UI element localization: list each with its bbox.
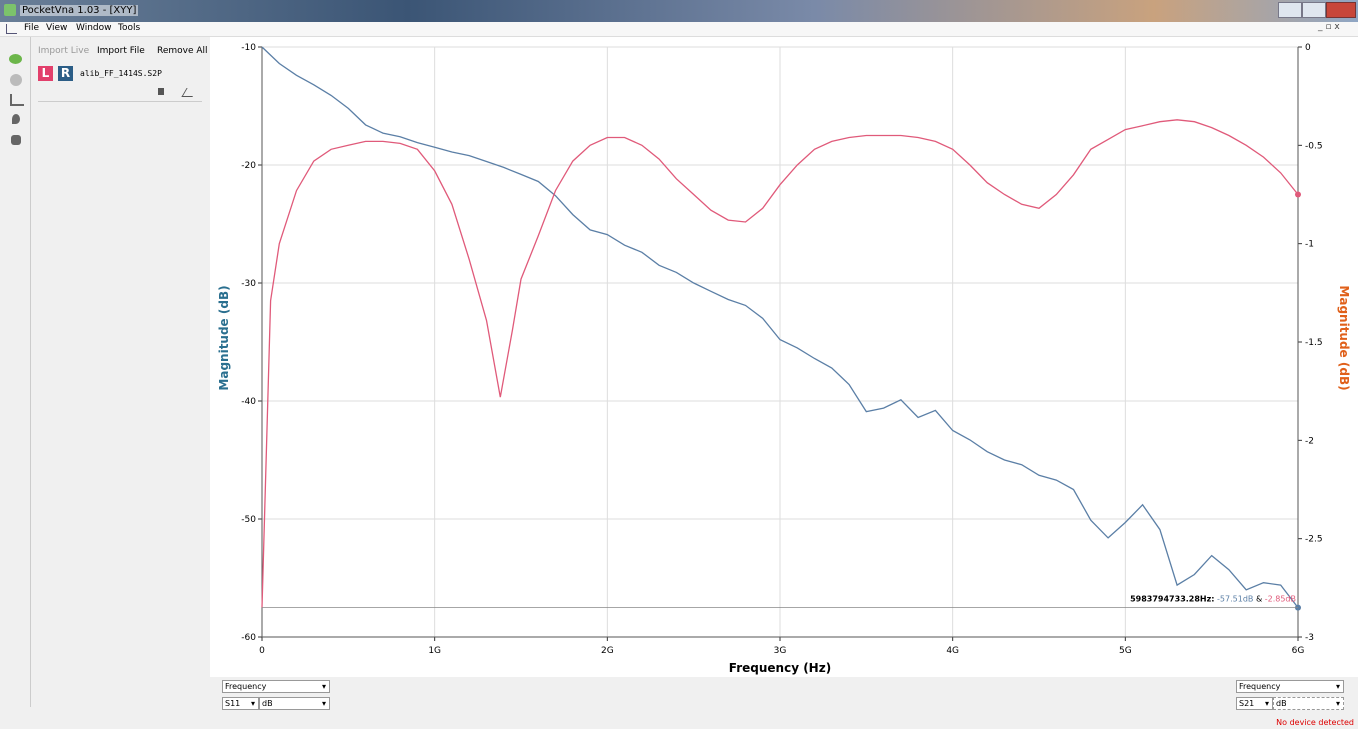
y2-axis-label: Magnitude (dB) xyxy=(1337,285,1350,390)
menu-item[interactable]: Tools xyxy=(118,23,140,33)
app: PocketVna 1.03 - [XYY] File View Window … xyxy=(0,0,1358,729)
chart: Magnitude (dB) Magnitude (dB) Frequency … xyxy=(210,38,1350,678)
sidebar-icon[interactable] xyxy=(10,94,24,106)
x-tick-label: 0 xyxy=(259,646,265,656)
title-bar: PocketVna 1.03 - [XYY] xyxy=(0,0,1358,22)
app-icon xyxy=(4,4,16,16)
param-select[interactable]: S21 xyxy=(1236,697,1273,710)
unit-select[interactable]: dB xyxy=(259,697,330,710)
left-port-badge[interactable]: L xyxy=(38,66,53,81)
x-tick-label: 2G xyxy=(601,646,614,656)
minimize-button[interactable] xyxy=(1278,2,1302,18)
x-tick-label: 1G xyxy=(428,646,441,656)
import-live-button[interactable]: Import Live xyxy=(38,46,89,56)
delete-icon[interactable] xyxy=(158,88,164,95)
y-tick-label: -30 xyxy=(241,279,256,289)
x-tick-label: 6G xyxy=(1292,646,1305,656)
sidebar-icon[interactable] xyxy=(12,114,20,124)
y2-tick-label: -0.5 xyxy=(1305,141,1323,151)
param-select[interactable]: S11 xyxy=(222,697,259,710)
x-tick-label: 5G xyxy=(1119,646,1132,656)
edit-icon[interactable] xyxy=(181,88,197,97)
cursor-value: & xyxy=(1256,595,1262,604)
y2-tick-label: 0 xyxy=(1305,43,1311,53)
end-marker xyxy=(1295,192,1301,198)
menu-bar: File View Window Tools _ ▫ x xyxy=(0,22,1358,37)
right-port-badge[interactable]: R xyxy=(58,66,73,81)
icon-sidebar xyxy=(0,37,31,707)
y-axis-label: Magnitude (dB) xyxy=(217,285,231,390)
cursor-readout: 5983794733.28Hz: -57.51dB & -2.85dB xyxy=(1130,595,1296,604)
unit-select[interactable]: dB xyxy=(1273,697,1344,710)
mdi-controls[interactable]: _ ▫ x xyxy=(1318,22,1340,32)
cursor-value: 5983794733.28Hz: xyxy=(1130,595,1214,604)
cursor-value: -2.85dB xyxy=(1265,595,1296,604)
x-tick-label: 3G xyxy=(774,646,787,656)
y-tick-label: -40 xyxy=(241,397,256,407)
y-tick-label: -10 xyxy=(241,43,256,53)
sidebar-icon[interactable] xyxy=(11,135,21,145)
y2-tick-label: -3 xyxy=(1305,633,1314,643)
x-select[interactable]: Frequency xyxy=(1236,680,1344,693)
sidebar-icon[interactable] xyxy=(9,54,22,64)
menu-icon xyxy=(6,24,17,34)
status-bar: No device detected xyxy=(0,714,1358,729)
menu-item[interactable]: Window xyxy=(76,23,112,33)
x-axis-label: Frequency (Hz) xyxy=(729,661,831,675)
close-button[interactable] xyxy=(1326,2,1356,18)
page: {"window": {"title": "PocketVna 1.03 - [… xyxy=(0,0,1358,729)
y-tick-label: -50 xyxy=(241,515,256,525)
x-select[interactable]: Frequency xyxy=(222,680,330,693)
menu-item[interactable]: File xyxy=(24,23,39,33)
sidebar-icon[interactable] xyxy=(10,74,22,86)
import-file-button[interactable]: Import File xyxy=(97,46,145,56)
file-name[interactable]: alib_FF_1414S.S2P xyxy=(80,69,162,78)
remove-all-button[interactable]: Remove All xyxy=(157,46,208,56)
separator xyxy=(38,101,202,102)
y2-tick-label: -2.5 xyxy=(1305,535,1323,545)
y-tick-label: -60 xyxy=(241,633,256,643)
y2-tick-label: -1.5 xyxy=(1305,338,1323,348)
menu-item[interactable]: View xyxy=(46,23,67,33)
y2-tick-label: -2 xyxy=(1305,436,1314,446)
y-tick-label: -20 xyxy=(241,161,256,171)
grid xyxy=(262,47,1298,637)
y2-tick-label: -1 xyxy=(1305,240,1314,250)
cursor-value: -57.51dB xyxy=(1217,595,1253,604)
maximize-button[interactable] xyxy=(1302,2,1326,18)
x-tick-label: 4G xyxy=(946,646,959,656)
window-title: PocketVna 1.03 - [XYY] xyxy=(20,5,138,16)
status-text: No device detected xyxy=(1276,718,1354,727)
